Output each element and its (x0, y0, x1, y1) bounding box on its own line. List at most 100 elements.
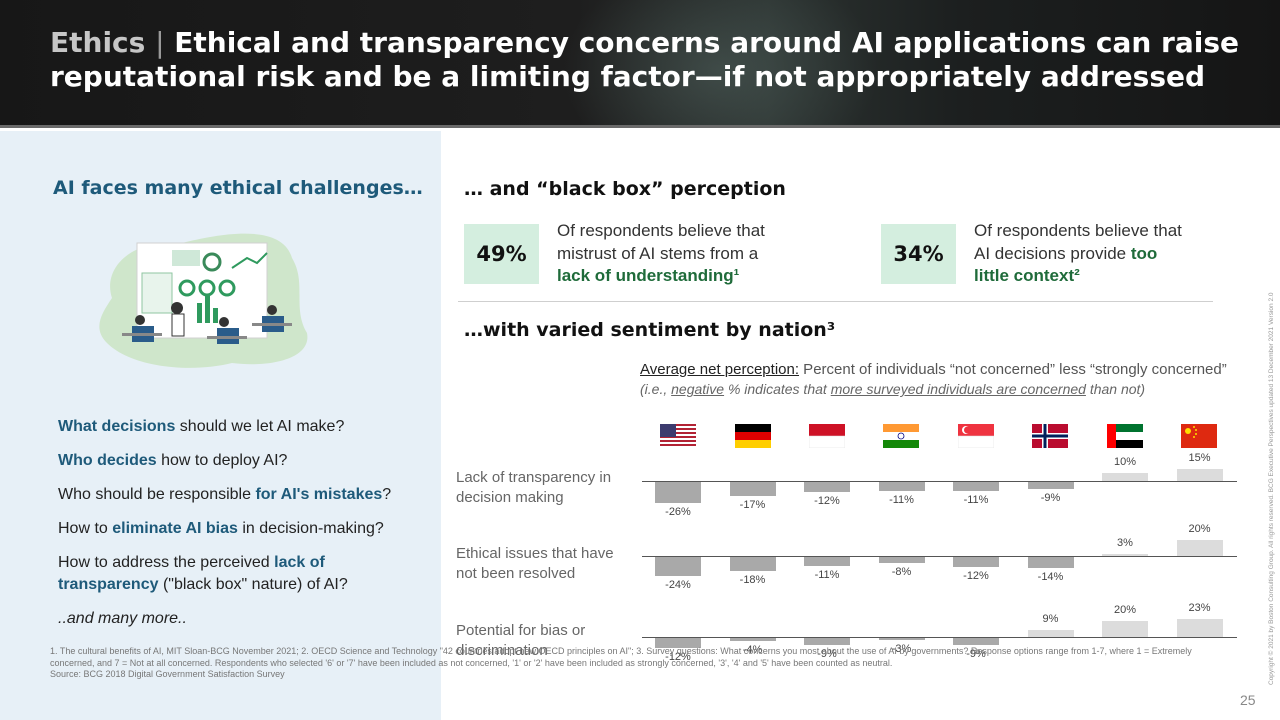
question-more: ..and many more.. (58, 610, 187, 627)
chart-value-label: -12% (963, 569, 989, 582)
stat-description: Of respondents believe that AI decisions… (974, 221, 1182, 263)
sentiment-title: …with varied sentiment by nation³ (464, 319, 836, 341)
chart-value-label: 10% (1113, 456, 1137, 468)
chart-bar (878, 557, 925, 564)
ethics-illustration (99, 233, 308, 368)
chart-value-label: -11% (889, 493, 914, 506)
left-panel (0, 131, 441, 720)
stat-highlight: too little context² (974, 243, 1158, 286)
chart-subtitle-rest: Percent of individuals “not concerned” l… (799, 361, 1227, 378)
chart-baseline (642, 556, 1237, 557)
question-item: Who decides how to deploy AI? (58, 450, 428, 472)
footnote-text: 1. The cultural benefits of AI, MIT Sloa… (50, 646, 1192, 668)
chart-value-label: -26% (665, 505, 691, 518)
page-number: 25 (1240, 692, 1256, 708)
chart-value-label: 20% (1188, 523, 1211, 535)
chart-value-label: -11% (814, 568, 840, 581)
footnotes: 1. The cultural benefits of AI, MIT Sloa… (50, 646, 1220, 681)
question-rest: ? (382, 486, 392, 503)
chart-bar (804, 557, 850, 566)
chart-bar (1102, 621, 1148, 637)
question-pre: How to (58, 520, 113, 537)
question-rest: ("black box" nature) of AI? (158, 576, 348, 593)
note-part: than not) (1085, 381, 1146, 397)
chart-bar (1176, 469, 1223, 481)
chart-bar (1027, 482, 1074, 490)
question-rest: how to deploy AI? (156, 452, 288, 469)
question-bold: for AI's mistakes (255, 486, 383, 503)
note-underline: more surveyed individuals are concerned (830, 381, 1086, 397)
ethics-questions: What decisions should we let AI make? Wh… (58, 416, 428, 642)
chart-value-label: 20% (1113, 604, 1137, 616)
chart-subtitle-bold: Average net perception: (640, 361, 800, 378)
chart-bar (729, 482, 776, 496)
note-part: % indicates that (724, 381, 831, 397)
question-item: How to eliminate AI bias in decision-mak… (58, 518, 428, 540)
note-part: (i.e., (640, 381, 672, 397)
chart-bar (953, 638, 999, 646)
question-pre: Who should be responsible (58, 486, 256, 503)
chart-baseline (642, 637, 1237, 638)
indonesia-flag-icon (809, 424, 845, 448)
chart-bar (729, 638, 776, 642)
question-bold: Who decides (58, 452, 157, 469)
chart-bar (953, 557, 999, 567)
question-item: Who should be responsible for AI's mista… (58, 484, 428, 506)
header-banner (0, 0, 1280, 128)
chart-value-label: -4% (742, 644, 763, 657)
note-underline: negative (671, 381, 725, 397)
row-label-ethics: Ethical issues that have not been resolv… (456, 545, 614, 582)
stat-description: Of respondents believe that mistrust of … (557, 221, 765, 263)
chart-value-label: -3% (891, 643, 912, 656)
chart-value-label: 15% (1188, 452, 1211, 464)
chart-bar (1102, 473, 1148, 481)
row-label-transparency: Lack of transparency in decision making (456, 469, 612, 506)
stat-box-context: 34% (881, 224, 956, 284)
blackbox-title: … and “black box” perception (464, 178, 786, 200)
chart-value-label: -24% (665, 579, 691, 592)
chart-bar (1176, 540, 1223, 556)
section-divider (458, 301, 1213, 302)
header-background-image (560, 0, 880, 128)
chart-value-label: -12% (665, 650, 691, 663)
chart-value-label: -9% (1040, 492, 1061, 505)
stat-highlight: lack of understanding¹ (557, 266, 740, 285)
row-label-bias: Potential for bias or discrimination (456, 622, 586, 659)
chart-bar (1027, 557, 1074, 569)
stat-box-understanding: 49% (464, 224, 539, 284)
question-bold: lack of transparency (58, 554, 325, 593)
stat-text-context: Of respondents believe that AI decisions… (974, 220, 1184, 288)
chart-value-label: -9% (817, 648, 837, 661)
chart-value-label: -9% (966, 648, 986, 661)
question-bold: eliminate AI bias (112, 520, 238, 537)
china-flag-icon (1181, 424, 1217, 448)
usa-flag-icon (660, 424, 696, 448)
question-item: What decisions should we let AI make? (58, 416, 428, 438)
title-separator: | (155, 26, 165, 59)
singapore-flag-icon (958, 424, 994, 448)
title-text: Ethical and transparency concerns around… (50, 26, 1240, 93)
chart-value-label: 3% (1117, 536, 1133, 549)
chart-value-label: 9% (1042, 612, 1059, 625)
slide-title: Ethics | Ethical and transparency concer… (50, 26, 1250, 94)
india-flag-icon (883, 424, 919, 448)
chart-value-label: -17% (739, 498, 766, 511)
chart-bar (655, 638, 701, 648)
chart-subtitle: Average net perception: Percent of indiv… (640, 361, 1265, 378)
chart-value-label: -12% (814, 494, 840, 507)
footnote-source: Source: BCG 2018 Digital Government Sati… (50, 669, 285, 679)
chart-value-label: -18% (739, 574, 766, 587)
chart-bar (729, 557, 776, 572)
norway-flag-icon (1032, 424, 1068, 448)
question-rest: should we let AI make? (175, 418, 345, 435)
chart-bar (1102, 553, 1148, 556)
germany-flag-icon (735, 424, 771, 448)
chart-bar (953, 482, 999, 491)
chart-bar (878, 482, 925, 491)
chart-baseline (642, 481, 1237, 482)
chart-bar (1027, 629, 1074, 637)
chart-value-label: -11% (963, 493, 989, 506)
stat-text-understanding: Of respondents believe that mistrust of … (557, 220, 787, 288)
question-item: How to address the perceived lack of tra… (58, 552, 428, 596)
chart-note: (i.e., negative % indicates that more su… (640, 381, 1145, 397)
